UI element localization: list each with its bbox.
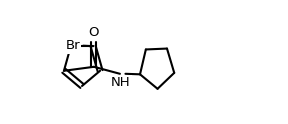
- Text: Br: Br: [66, 39, 80, 52]
- Text: O: O: [89, 26, 99, 39]
- Text: O: O: [66, 40, 76, 53]
- Text: NH: NH: [111, 76, 131, 89]
